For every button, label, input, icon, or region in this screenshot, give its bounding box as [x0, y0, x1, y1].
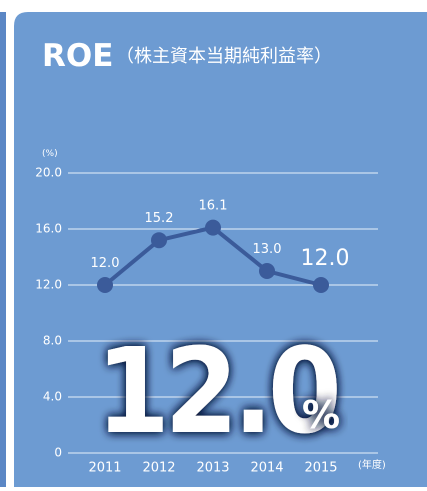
- x-axis-label: (年度): [358, 458, 386, 471]
- y-axis-label: (%): [42, 149, 58, 159]
- data-label: 12.0: [91, 256, 120, 271]
- x-tick-label: 2014: [250, 461, 283, 476]
- data-label: 15.2: [145, 211, 174, 226]
- x-tick-label: 2013: [196, 461, 229, 476]
- x-tick-label: 2011: [88, 461, 121, 476]
- y-tick-label: 12.0: [35, 278, 62, 292]
- data-point: [97, 277, 113, 293]
- annotation-unit: %: [302, 393, 340, 437]
- side-strip: [0, 12, 6, 487]
- y-tick-label: 20.0: [35, 166, 62, 180]
- y-tick-label: 8.0: [43, 334, 62, 348]
- data-point: [259, 263, 275, 279]
- data-point: [313, 277, 329, 293]
- data-point: [205, 219, 221, 236]
- annotation: 12.0: [96, 324, 337, 461]
- data-point: [151, 232, 167, 249]
- chart-title: ROE: [42, 38, 113, 74]
- y-tick-label: 4.0: [43, 390, 62, 404]
- data-label: 13.0: [253, 242, 282, 257]
- panel: [14, 12, 427, 487]
- data-label: 12.0: [301, 246, 350, 271]
- y-tick-label: 16.0: [35, 222, 62, 236]
- x-tick-label: 2015: [304, 461, 337, 476]
- y-tick-label: 0: [54, 446, 62, 460]
- x-tick-label: 2012: [142, 461, 175, 476]
- data-label: 16.1: [199, 199, 228, 214]
- chart-subtitle: （株主資本当期純利益率）: [116, 46, 332, 67]
